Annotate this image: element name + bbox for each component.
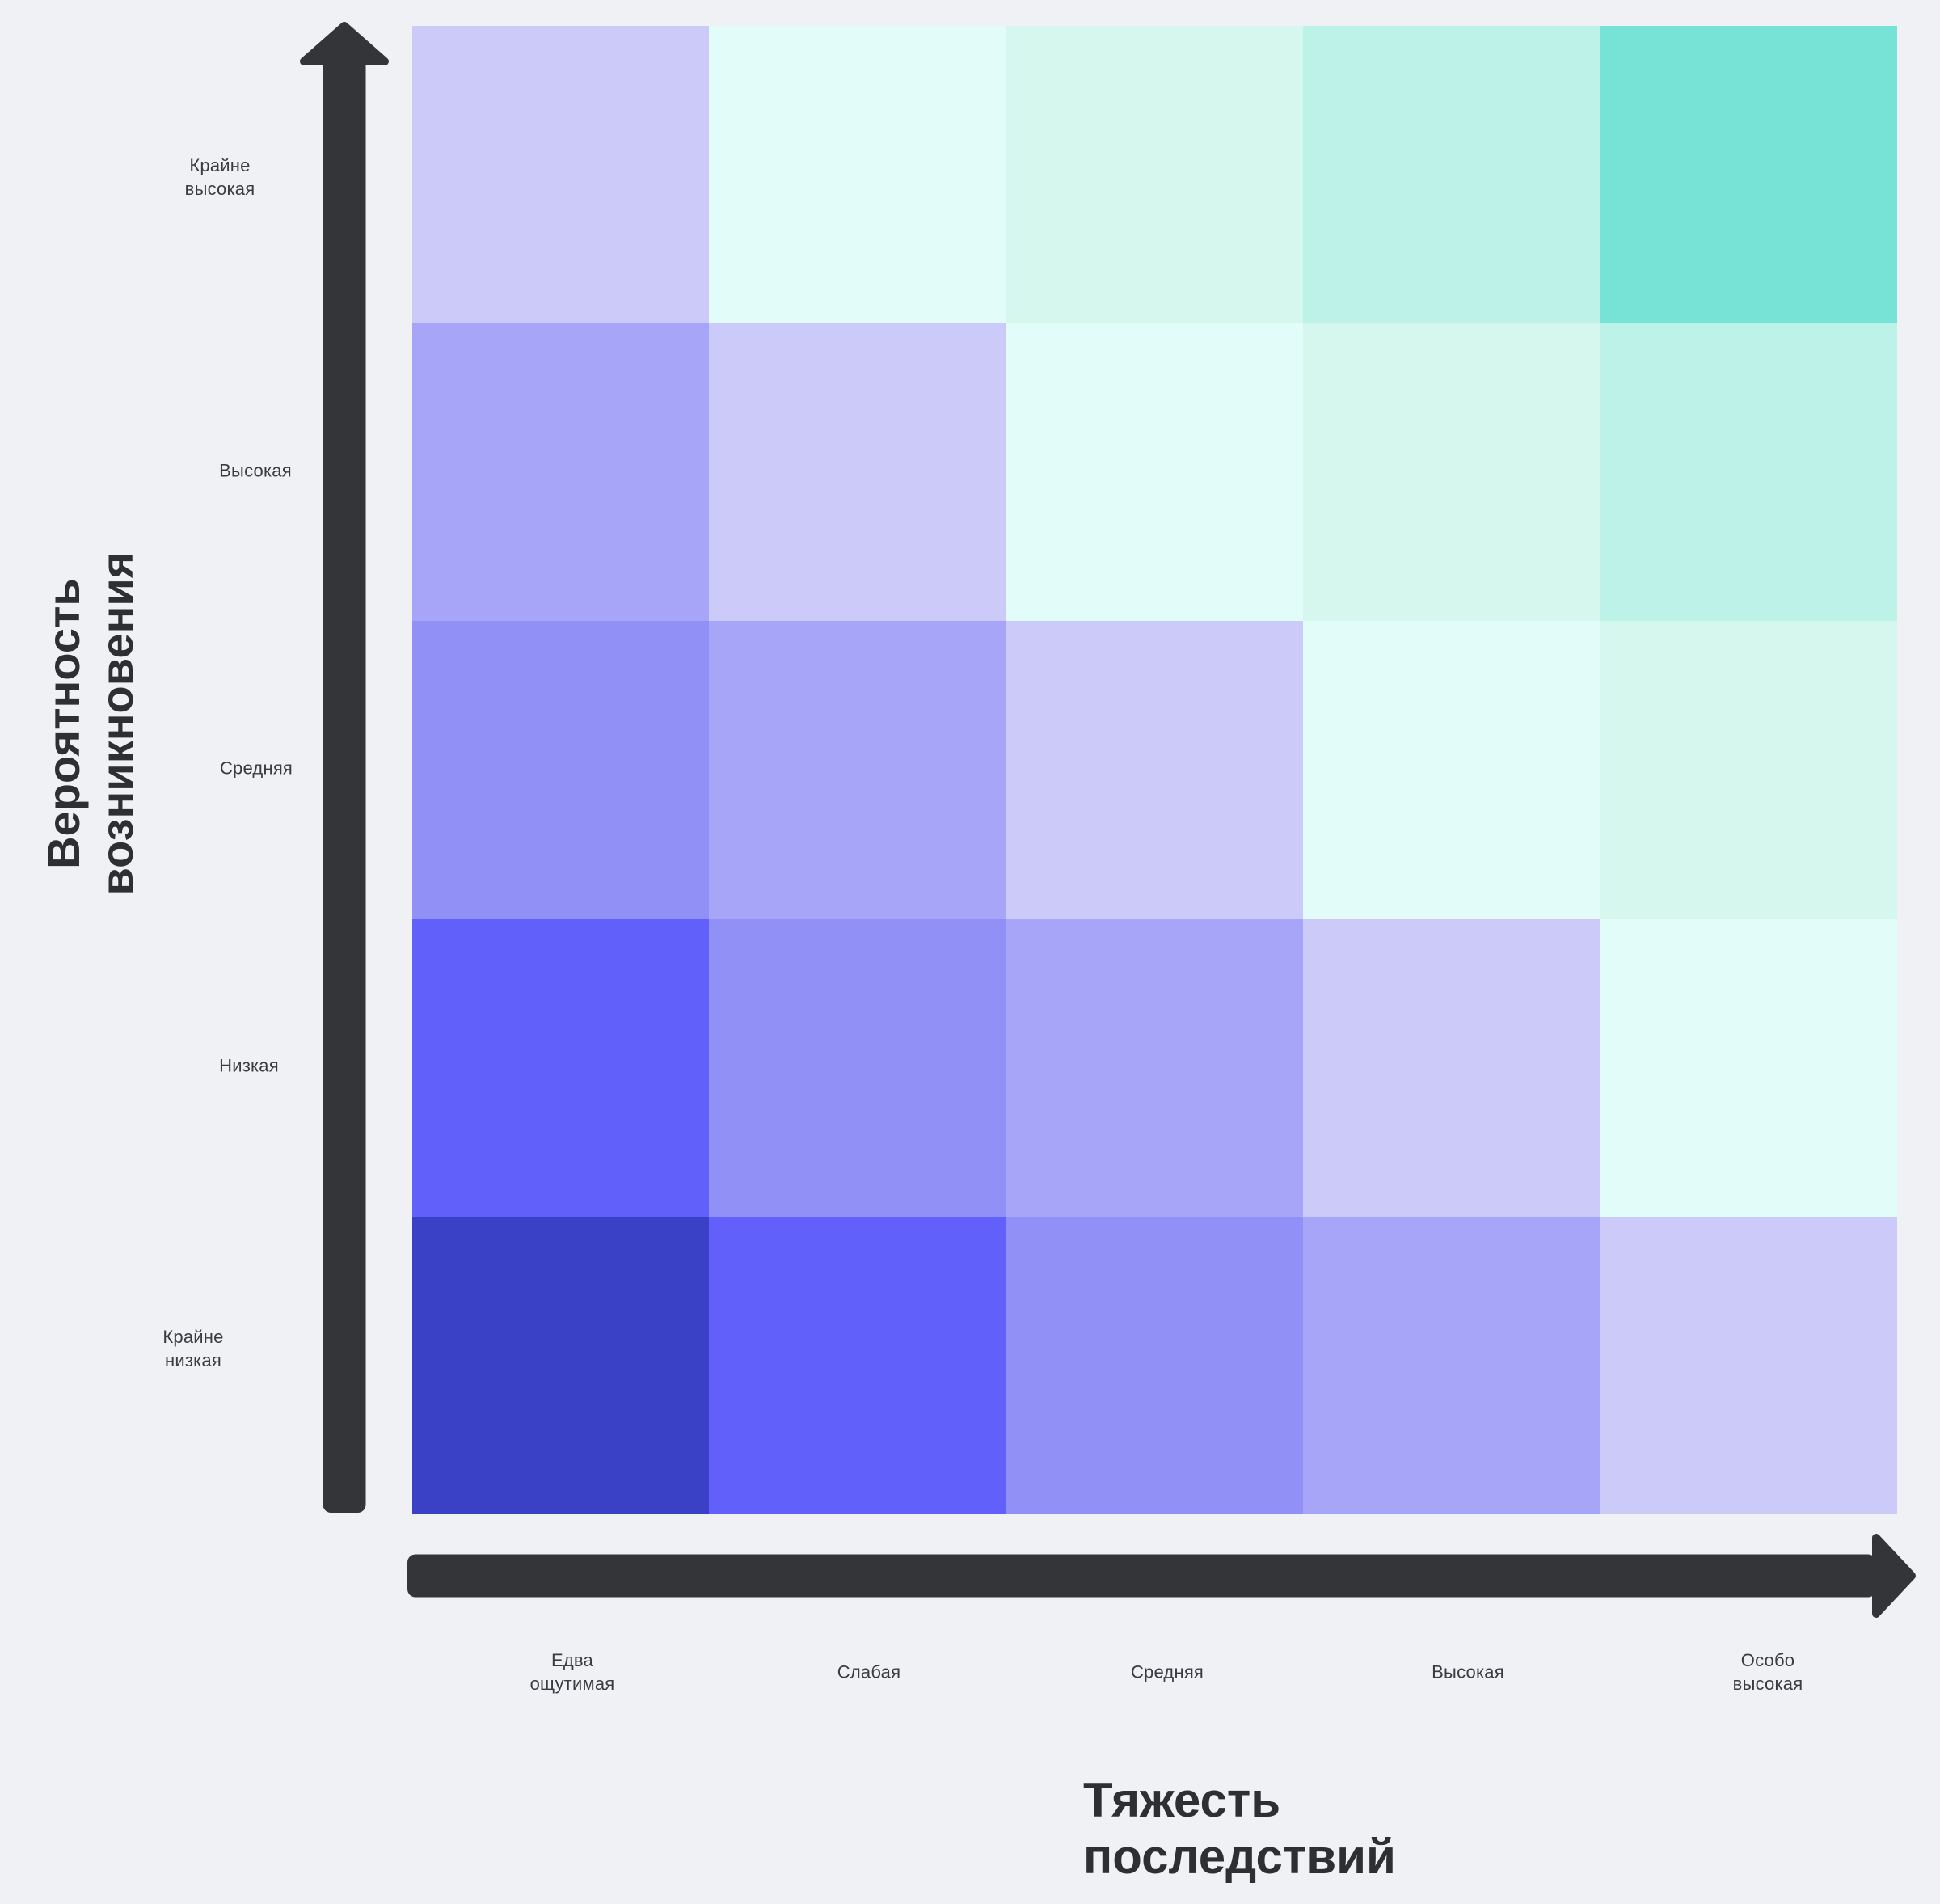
y-axis-arrow-icon	[300, 22, 389, 1513]
y-axis-label-1: Крайне высокая	[184, 155, 255, 199]
matrix-cell-r5-c5	[1600, 1216, 1897, 1514]
y-axis-label-5: Крайне низкая	[162, 1327, 224, 1370]
x-axis-arrow-icon	[407, 1534, 1916, 1618]
matrix-cell-r2-c3	[1006, 323, 1304, 622]
matrix-cell-r5-c4	[1303, 1216, 1600, 1514]
matrix-cell-r4-c4	[1303, 918, 1600, 1217]
matrix-cell-r5-c1	[412, 1216, 710, 1514]
y-axis-label-4: Низкая	[219, 1055, 279, 1076]
matrix-cell-r1-c2	[709, 26, 1006, 324]
x-axis-label-4: Высокая	[1432, 1661, 1504, 1682]
x-axis-label-1: Едва ощутимая	[529, 1650, 615, 1694]
y-axis-title: Вероятность возникновения	[38, 551, 142, 896]
matrix-cell-r1-c3	[1006, 26, 1304, 324]
matrix-cell-r3-c3	[1006, 621, 1304, 919]
x-axis-label-2: Слабая	[837, 1661, 901, 1682]
matrix-cell-r5-c2	[709, 1216, 1006, 1514]
matrix-cell-r3-c2	[709, 621, 1006, 919]
matrix-cell-r3-c5	[1600, 621, 1897, 919]
matrix-cell-r2-c4	[1303, 323, 1600, 622]
matrix-cell-r3-c4	[1303, 621, 1600, 919]
x-axis-label-5: Особо высокая	[1732, 1650, 1803, 1694]
matrix-cell-r4-c2	[709, 918, 1006, 1217]
x-axis-title: Тяжесть последствий	[1083, 1773, 1396, 1884]
y-axis-label-2: Высокая	[219, 460, 292, 481]
x-axis-label-3: Средняя	[1130, 1661, 1204, 1682]
y-axis-label-3: Средняя	[219, 758, 293, 779]
matrix-cell-r2-c1	[412, 323, 710, 622]
matrix-cell-r4-c1	[412, 918, 710, 1217]
matrix-cell-r2-c2	[709, 323, 1006, 622]
matrix-cell-r2-c5	[1600, 323, 1897, 622]
matrix-cell-r5-c3	[1006, 1216, 1304, 1514]
matrix-cell-r3-c1	[412, 621, 710, 919]
matrix-cell-r1-c5	[1600, 26, 1897, 324]
matrix-cell-r1-c1	[412, 26, 710, 324]
risk-matrix-grid	[412, 26, 1897, 1514]
matrix-cell-r1-c4	[1303, 26, 1600, 324]
matrix-cell-r4-c5	[1600, 918, 1897, 1217]
matrix-cell-r4-c3	[1006, 918, 1304, 1217]
